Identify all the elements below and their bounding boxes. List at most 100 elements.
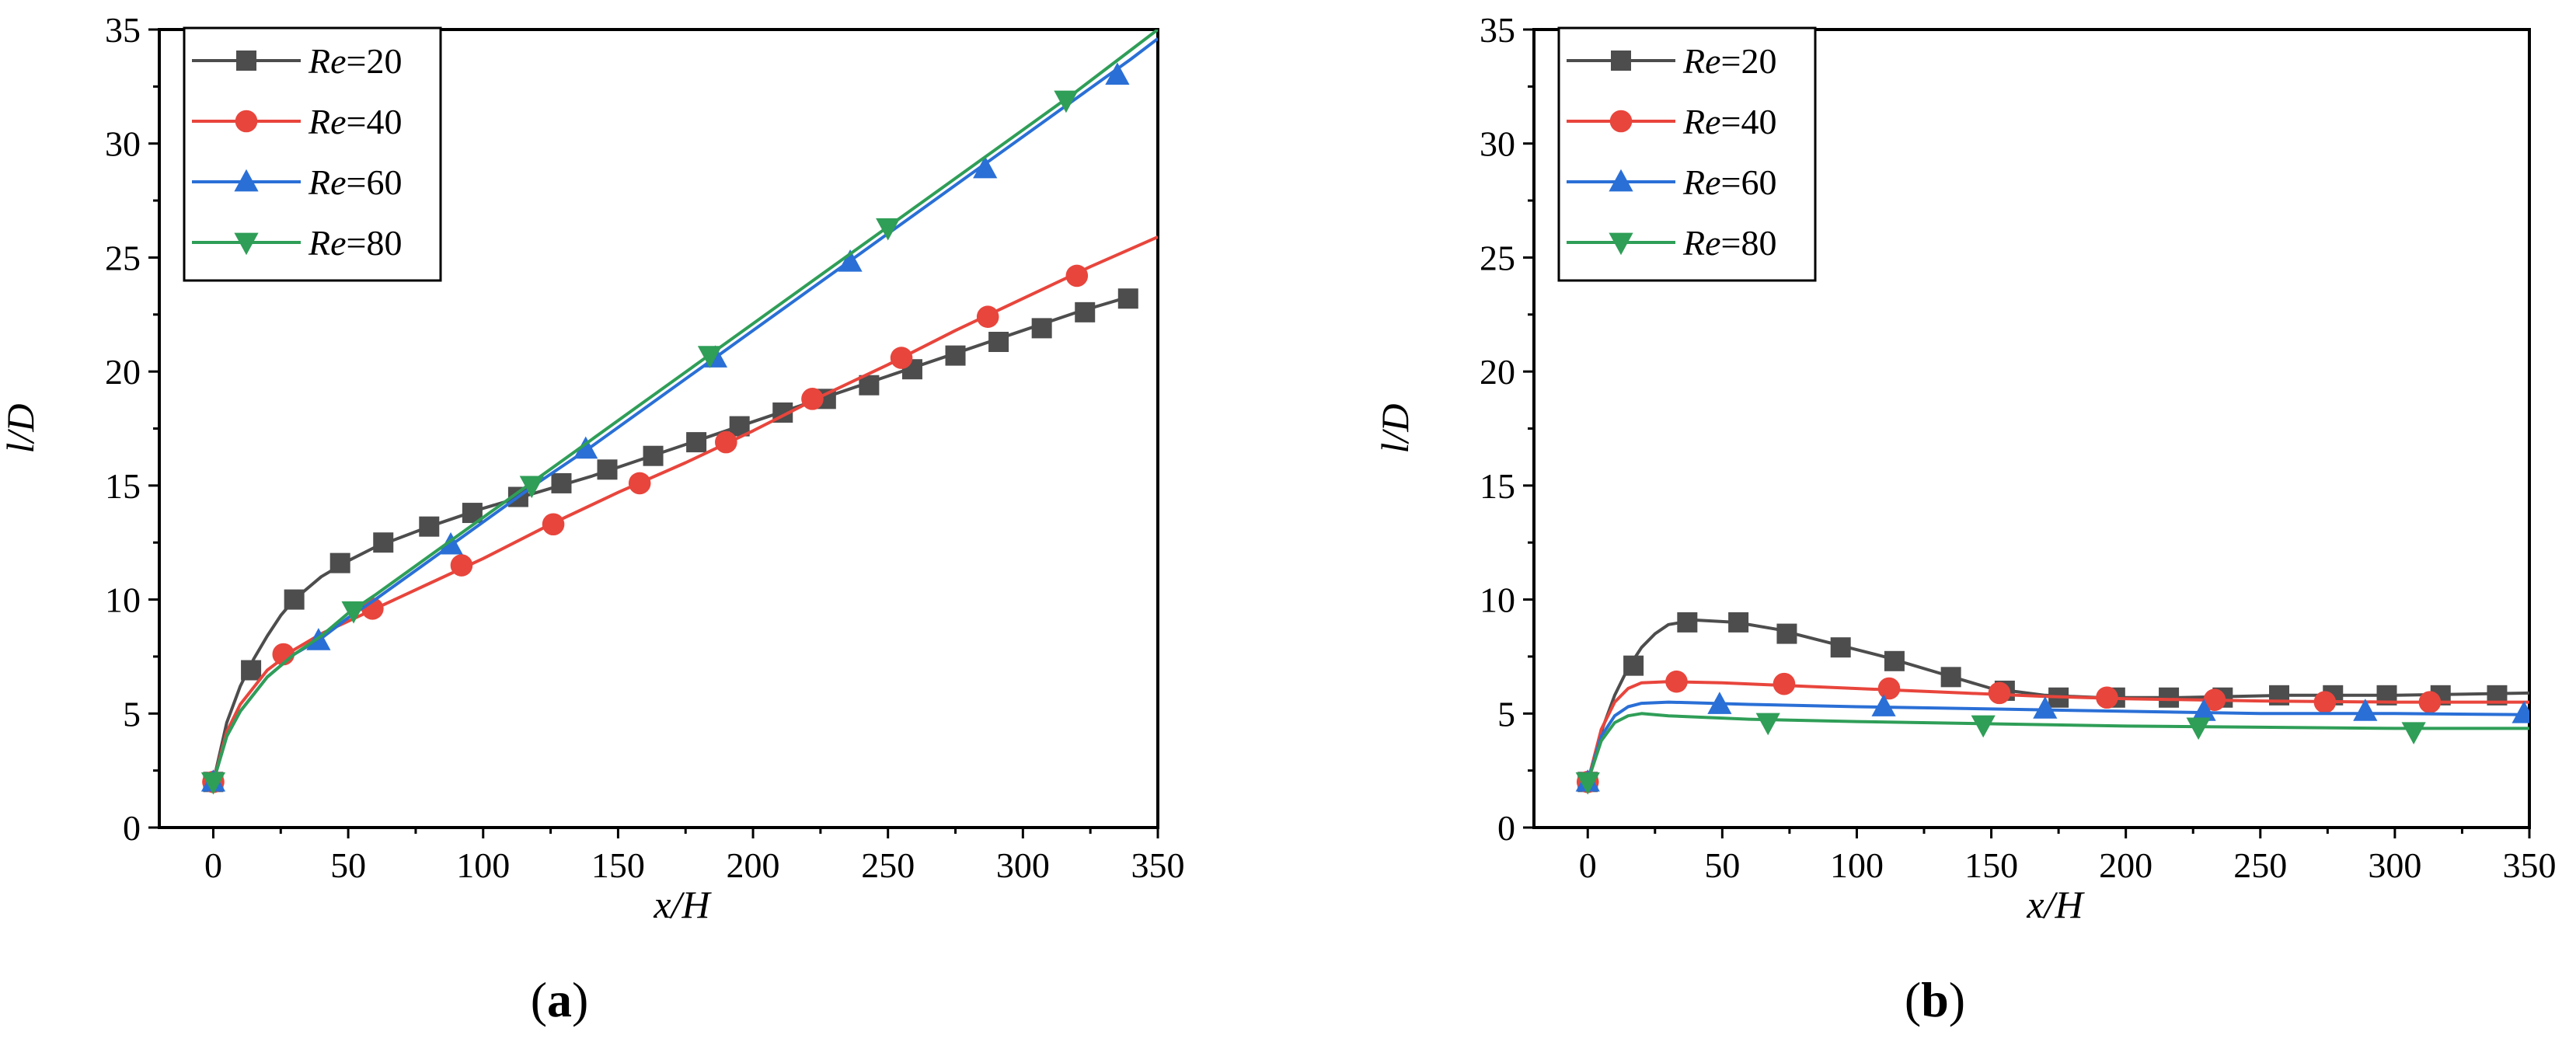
data-point-b-re20-5 (1830, 637, 1851, 658)
data-point-a-re20-5 (419, 516, 440, 537)
data-point-b-re20-4 (1776, 623, 1797, 644)
legend-label-a-re20: Re=20 (308, 41, 402, 81)
legend-box-a (183, 26, 442, 282)
series-line-a-re20 (211, 294, 1131, 782)
data-point-a-re60-2 (438, 531, 463, 555)
data-point-a-re80-0 (200, 772, 226, 795)
x-tick-label-a-150: 150 (591, 845, 645, 885)
panel-label-b: (b) (1905, 972, 1965, 1027)
data-point-b-re60-4 (2191, 699, 2216, 721)
data-point-a-re80-2 (519, 476, 544, 499)
legend-marker-a-re60 (234, 169, 259, 192)
data-point-a-re20-10 (643, 445, 664, 466)
data-point-b-re40-1 (1665, 670, 1688, 693)
data-point-a-re80-1 (341, 601, 366, 624)
data-point-a-re20-17 (945, 345, 966, 366)
y-tick-label-a-10: 10 (105, 580, 141, 620)
legend-box-b (1557, 26, 1817, 282)
data-point-b-re60-2 (1871, 694, 1896, 716)
x-tick-label-b-150: 150 (1964, 845, 2018, 885)
data-point-b-re20-11 (2159, 687, 2180, 708)
legend-marker-b-re20 (1611, 51, 1631, 71)
data-point-b-re40-7 (2313, 691, 2337, 713)
data-point-b-re40-3 (1877, 677, 1901, 700)
x-tick-label-b-100: 100 (1830, 845, 1884, 885)
data-point-b-re60-1 (1707, 692, 1732, 714)
data-point-a-re20-2 (284, 589, 305, 610)
x-tick-label-a-250: 250 (861, 845, 915, 885)
data-point-b-re60-5 (2353, 699, 2378, 721)
data-point-a-re20-11 (686, 432, 707, 453)
data-point-a-re60-3 (573, 436, 598, 459)
y-tick-label-b-5: 5 (1497, 694, 1515, 734)
legend-marker-b-re80 (1609, 232, 1633, 256)
data-point-b-re20-6 (1884, 650, 1905, 671)
data-point-a-re40-4 (542, 513, 565, 536)
x-tick-label-b-350: 350 (2503, 845, 2557, 885)
data-point-a-re40-6 (715, 430, 737, 454)
x-tick-label-a-50: 50 (330, 845, 366, 885)
legend-label-a-re40: Re=40 (308, 102, 402, 141)
x-tick-label-a-350: 350 (1131, 845, 1185, 885)
data-point-a-re80-3 (697, 346, 723, 368)
data-point-a-re40-9 (976, 305, 999, 329)
y-tick-label-b-25: 25 (1480, 238, 1515, 277)
x-tick-label-a-200: 200 (727, 845, 780, 885)
data-point-a-re20-18 (988, 331, 1009, 352)
y-tick-label-a-20: 20 (105, 352, 141, 392)
y-tick-label-b-20: 20 (1480, 352, 1515, 392)
legend-label-b-re20: Re=20 (1682, 41, 1776, 81)
data-point-b-re80-2 (1971, 715, 1996, 738)
x-axis-title-a: x/H (653, 883, 712, 926)
data-point-b-re20-7 (1940, 667, 1961, 688)
series-line-b-re80 (1586, 712, 2529, 782)
legend-marker-a-re40 (235, 110, 258, 133)
data-point-a-re20-8 (551, 472, 572, 493)
x-axis-title-b: x/H (2026, 883, 2085, 926)
y-tick-label-a-25: 25 (105, 238, 141, 277)
legend-label-b-re40: Re=40 (1682, 102, 1776, 141)
y-tick-label-a-15: 15 (105, 466, 141, 506)
legend-marker-b-re60 (1609, 169, 1633, 192)
data-point-b-re40-2 (1773, 672, 1796, 695)
data-point-b-re20-3 (1728, 612, 1749, 633)
data-point-a-re80-4 (876, 218, 901, 241)
legend-label-b-re80: Re=80 (1682, 223, 1776, 263)
legend-a: Re=20 Re=40 Re=60 Re=80 (183, 26, 442, 282)
data-point-b-re80-0 (1575, 772, 1600, 795)
data-point-b-re40-6 (2203, 688, 2226, 711)
legend-marker-b-re40 (1609, 110, 1633, 133)
series-line-a-re80 (211, 30, 1158, 782)
data-point-b-re60-3 (2033, 696, 2058, 719)
data-point-b-re80-4 (2401, 722, 2426, 745)
series-line-b-re60 (1586, 700, 2529, 782)
x-tick-label-a-300: 300 (996, 845, 1050, 885)
data-point-a-re40-3 (450, 554, 473, 577)
y-tick-label-a-0: 0 (123, 808, 141, 848)
data-point-b-re40-8 (2418, 691, 2442, 713)
data-point-b-re60-6 (2512, 701, 2529, 723)
legend-marker-a-re80 (234, 232, 259, 256)
y-tick-label-b-10: 10 (1480, 580, 1515, 620)
y-tick-label-a-5: 5 (123, 694, 141, 734)
data-point-a-re60-7 (1105, 62, 1130, 85)
series-line-a-re40 (211, 235, 1158, 782)
y-tick-label-a-30: 30 (105, 124, 141, 164)
data-point-b-re80-1 (1755, 713, 1780, 736)
x-tick-label-b-300: 300 (2368, 845, 2421, 885)
data-point-b-re20-2 (1677, 612, 1698, 633)
data-point-a-re60-6 (973, 155, 998, 179)
legend-marker-a-re20 (236, 51, 256, 71)
legend-label-a-re60: Re=60 (308, 162, 402, 202)
plot-area-a (200, 30, 1158, 795)
data-point-b-re20-1 (1623, 655, 1644, 676)
data-point-a-re20-3 (329, 552, 350, 573)
data-point-a-re20-4 (373, 532, 394, 553)
data-point-a-re40-7 (801, 388, 824, 410)
data-point-a-re20-1 (241, 660, 262, 681)
x-tick-label-b-200: 200 (2099, 845, 2152, 885)
y-axis-title-a: l/D (0, 404, 42, 454)
